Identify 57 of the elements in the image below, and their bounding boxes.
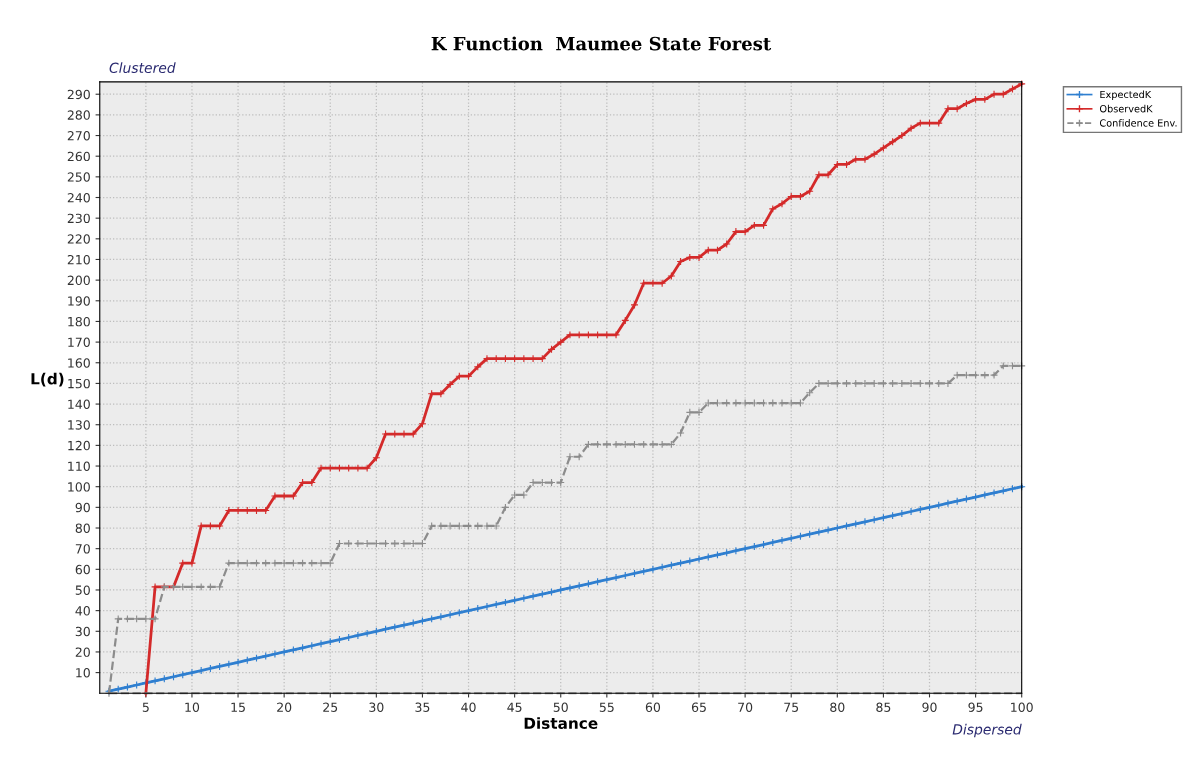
y-tick-label: 30 xyxy=(75,626,90,637)
text: Clustered xyxy=(109,62,176,74)
y-tick-label: 250 xyxy=(67,172,90,182)
y-tick-label: 190 xyxy=(68,296,90,306)
x-tick-label: 50 xyxy=(553,702,568,712)
x-tick-label: 55 xyxy=(599,702,614,712)
y-tick-label: 10 xyxy=(76,668,90,678)
y-tick-label: 20 xyxy=(75,647,90,657)
x-tick-label: 15 xyxy=(231,702,245,712)
x-tick-label: 35 xyxy=(415,702,430,712)
y-tick-label: 270 xyxy=(67,131,90,141)
y-tick-label: 40 xyxy=(75,606,90,616)
x-tick-label: 70 xyxy=(738,702,753,712)
y-tick-label: 150 xyxy=(68,378,90,389)
x-tick-label: 25 xyxy=(323,702,338,712)
x-tick-label: 40 xyxy=(461,702,476,712)
y-tick-label: 240 xyxy=(67,192,90,203)
x-tick-label: 30 xyxy=(369,702,384,712)
x-tick-label: 10 xyxy=(185,702,200,712)
y-tick-label: 230 xyxy=(67,213,90,224)
y-tick-label: 160 xyxy=(68,358,90,368)
y-tick-label: 70 xyxy=(75,544,90,554)
x-tick-label: 5 xyxy=(142,702,149,712)
y-tick-label: 260 xyxy=(67,151,90,162)
x-tick-label: 90 xyxy=(922,702,937,712)
y-tick-label: 50 xyxy=(75,585,90,595)
y-tick-label: 290 xyxy=(67,89,90,100)
legend-label: ObservedK xyxy=(1099,104,1153,113)
x-tick-label: 60 xyxy=(645,702,661,712)
y-tick-label: 120 xyxy=(68,440,90,451)
x-tick-label: 20 xyxy=(277,702,292,712)
y-tick-label: 200 xyxy=(67,275,90,286)
y-tick-label: 60 xyxy=(75,564,90,575)
x-tick-label: 100 xyxy=(1011,702,1033,712)
x-tick-label: 85 xyxy=(876,702,891,712)
y-tick-label: 210 xyxy=(67,254,90,265)
legend-label: Confidence Env. xyxy=(1099,119,1177,127)
x-tick-label: 80 xyxy=(830,702,845,712)
x-tick-label: 75 xyxy=(784,702,799,712)
y-tick-label: 170 xyxy=(68,337,90,348)
y-tick-label: 130 xyxy=(68,420,90,430)
y-tick-label: 110 xyxy=(68,461,90,471)
y-axis-title: L(d) xyxy=(31,372,64,387)
x-axis-title: Distance xyxy=(524,717,598,729)
y-tick-label: 100 xyxy=(68,482,90,492)
text: Dispersed xyxy=(952,723,1022,738)
y-tick-label: 180 xyxy=(68,316,90,327)
y-tick-label: 220 xyxy=(67,234,90,244)
chart-title: K Function Maumee State Forest xyxy=(431,36,772,51)
y-tick-label: 280 xyxy=(67,110,90,120)
x-tick-label: 65 xyxy=(691,702,706,712)
x-tick-label: 95 xyxy=(968,702,983,712)
y-tick-label: 90 xyxy=(75,502,90,513)
legend-label: ExpectedK xyxy=(1100,90,1152,100)
x-tick-label: 45 xyxy=(507,702,522,712)
y-tick-label: 140 xyxy=(68,399,90,409)
y-tick-label: 80 xyxy=(75,523,90,533)
